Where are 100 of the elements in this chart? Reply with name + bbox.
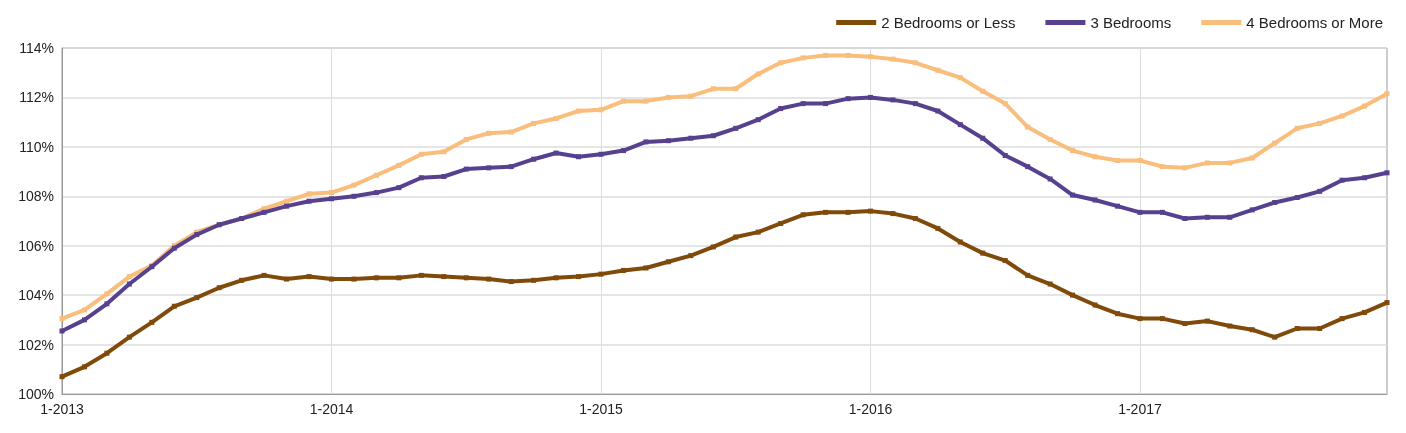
point xyxy=(1227,160,1233,166)
point xyxy=(396,185,402,191)
point xyxy=(710,133,716,139)
point xyxy=(688,253,694,259)
point xyxy=(59,328,65,334)
point xyxy=(1362,175,1368,181)
point xyxy=(328,190,334,196)
y-tick-label: 114% xyxy=(19,40,54,56)
point xyxy=(867,208,873,214)
point xyxy=(1115,203,1121,209)
point xyxy=(351,276,357,282)
point xyxy=(867,94,873,100)
point xyxy=(284,203,290,209)
point xyxy=(912,101,918,107)
point xyxy=(373,172,379,178)
point xyxy=(531,277,537,283)
y-tick-label: 108% xyxy=(18,188,54,205)
point xyxy=(486,165,492,171)
point xyxy=(104,301,110,307)
point xyxy=(306,198,312,204)
point xyxy=(688,135,694,141)
point xyxy=(396,162,402,168)
point xyxy=(710,86,716,92)
point xyxy=(823,209,829,215)
point xyxy=(1070,192,1076,198)
point xyxy=(778,220,784,226)
point xyxy=(1204,318,1210,324)
x-tick-label: 1-2017 xyxy=(1118,401,1162,417)
point xyxy=(1339,316,1345,322)
point xyxy=(755,117,761,123)
point xyxy=(1002,258,1008,264)
point xyxy=(1384,300,1390,306)
point xyxy=(1182,216,1188,222)
point xyxy=(261,272,267,278)
point xyxy=(81,307,87,313)
point xyxy=(576,274,582,280)
point xyxy=(957,75,963,81)
point xyxy=(508,129,514,135)
point xyxy=(1249,327,1255,333)
legend-label: 4 Bedrooms or More xyxy=(1246,14,1384,31)
point xyxy=(620,267,626,273)
point xyxy=(957,239,963,245)
legend-label: 2 Bedrooms or Less xyxy=(881,14,1016,31)
point xyxy=(306,191,312,197)
point xyxy=(1362,309,1368,315)
point xyxy=(1294,195,1300,201)
point xyxy=(328,276,334,282)
point xyxy=(1159,316,1165,322)
point xyxy=(1070,148,1076,154)
point xyxy=(912,216,918,222)
point xyxy=(1137,209,1143,215)
point xyxy=(373,275,379,281)
point xyxy=(1070,292,1076,298)
point xyxy=(126,281,132,287)
y-tick-label: 100% xyxy=(18,386,54,402)
point xyxy=(643,139,649,145)
point xyxy=(441,274,447,280)
point xyxy=(284,276,290,282)
point xyxy=(1204,214,1210,220)
point xyxy=(935,108,941,114)
point xyxy=(1294,326,1300,332)
point xyxy=(531,120,537,126)
point xyxy=(643,265,649,271)
x-tick-label: 1-2016 xyxy=(848,401,893,417)
point xyxy=(104,291,110,297)
point xyxy=(1317,120,1323,126)
point xyxy=(239,277,245,283)
point xyxy=(1002,153,1008,159)
point xyxy=(1182,321,1188,327)
point xyxy=(1115,311,1121,317)
point xyxy=(598,151,604,157)
point xyxy=(351,182,357,188)
legend-label: 3 Bedrooms xyxy=(1090,14,1172,31)
point xyxy=(216,285,222,291)
point xyxy=(1002,101,1008,107)
point xyxy=(463,136,469,142)
point xyxy=(912,60,918,66)
point xyxy=(1272,140,1278,146)
point xyxy=(778,106,784,112)
point xyxy=(1137,157,1143,163)
point xyxy=(1092,154,1098,160)
y-tick-label: 102% xyxy=(18,336,54,353)
point xyxy=(980,250,986,256)
point xyxy=(643,98,649,104)
point xyxy=(81,364,87,370)
point xyxy=(194,295,200,301)
point xyxy=(81,317,87,323)
x-tick-label: 1-2013 xyxy=(40,401,85,417)
point xyxy=(890,56,896,62)
point xyxy=(665,259,671,265)
point xyxy=(306,274,312,280)
point xyxy=(845,209,851,215)
point xyxy=(1025,124,1031,130)
point xyxy=(1384,170,1390,176)
point xyxy=(778,60,784,66)
point xyxy=(800,101,806,107)
point xyxy=(59,316,65,322)
point xyxy=(935,225,941,231)
point xyxy=(463,275,469,281)
point xyxy=(1339,113,1345,119)
